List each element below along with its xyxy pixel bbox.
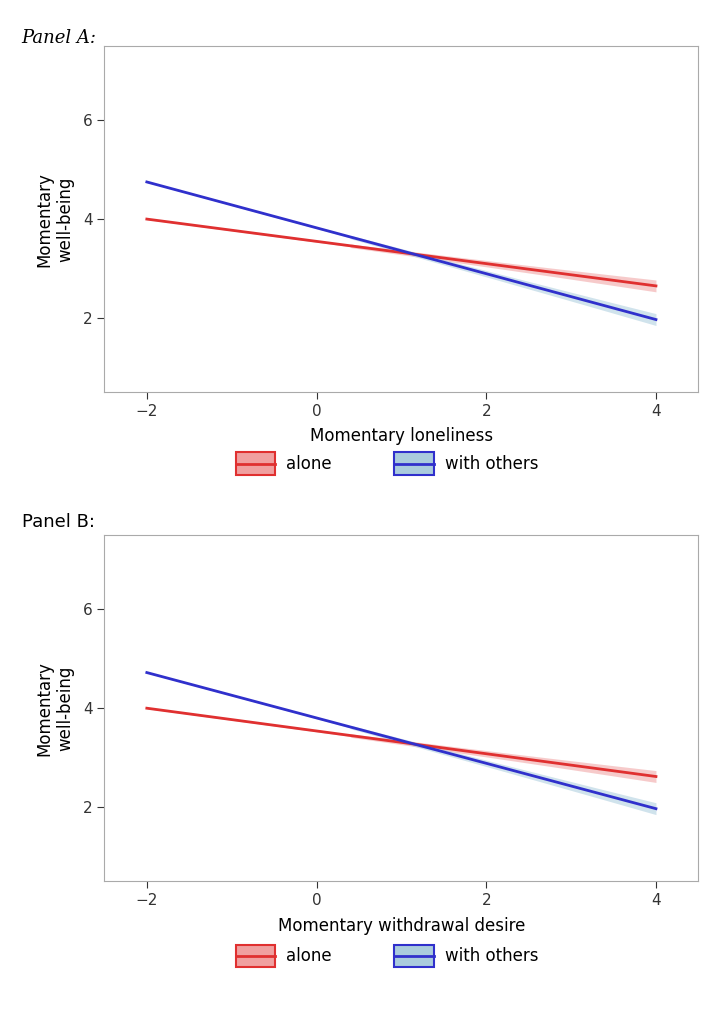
X-axis label: Momentary loneliness: Momentary loneliness <box>310 427 493 445</box>
Y-axis label: Momentary
well-being: Momentary well-being <box>36 171 74 267</box>
Text: Panel B:: Panel B: <box>22 513 94 531</box>
X-axis label: Momentary withdrawal desire: Momentary withdrawal desire <box>278 916 525 934</box>
Text: Panel A:: Panel A: <box>22 29 96 47</box>
Text: with others: with others <box>444 454 538 473</box>
Text: alone: alone <box>287 454 332 473</box>
Y-axis label: Momentary
well-being: Momentary well-being <box>36 660 74 756</box>
Text: with others: with others <box>444 947 538 965</box>
Text: alone: alone <box>287 947 332 965</box>
